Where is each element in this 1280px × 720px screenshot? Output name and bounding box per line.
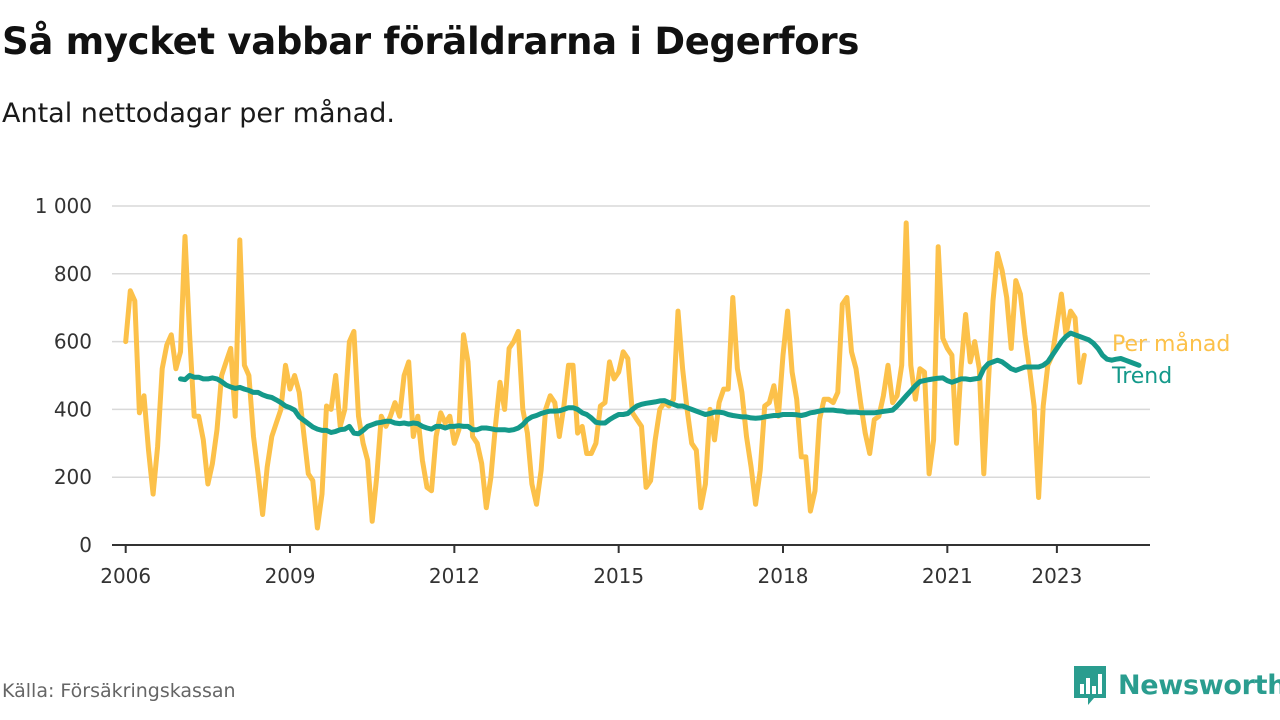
x-tick-label: 2015: [593, 564, 644, 588]
brand-name: Newsworthy: [1118, 669, 1280, 701]
y-tick-label: 400: [54, 397, 92, 421]
x-tick-label: 2012: [429, 564, 480, 588]
gridlines: [112, 205, 1150, 478]
series-lines: [123, 220, 1142, 531]
y-axis: 0 200 400 600 800 1 000: [35, 194, 92, 557]
y-tick-label: 800: [54, 262, 92, 286]
y-tick-label: 200: [54, 465, 92, 489]
chart-subtitle: Antal nettodagar per månad.: [2, 98, 395, 129]
source-note: Källa: Försäkringskassan: [2, 680, 236, 702]
series-label-trend: Trend: [1111, 364, 1172, 389]
chart-title: Så mycket vabbar föräldrarna i Degerfors: [2, 20, 860, 63]
x-tick-label: 2018: [758, 564, 809, 588]
series-labels: Per månad Trend: [1111, 331, 1230, 389]
x-tick-label: 2006: [100, 564, 151, 588]
series-label-per-manad: Per månad: [1112, 331, 1230, 357]
y-tick-label: 600: [54, 330, 92, 354]
newsworthy-logo-icon: [1074, 666, 1106, 705]
series-line-per-manad: [123, 220, 1087, 531]
x-tick-label: 2009: [265, 564, 316, 588]
series-line-trend: [178, 330, 1142, 437]
y-tick-label: 0: [79, 533, 92, 557]
y-tick-label: 1 000: [35, 194, 92, 218]
x-axis: 2006 2009 2012 2015 2018 2021 2023: [100, 544, 1150, 588]
brand[interactable]: Newsworthy: [1072, 664, 1280, 706]
x-tick-label: 2021: [922, 564, 973, 588]
x-tick-label: 2023: [1031, 564, 1082, 588]
